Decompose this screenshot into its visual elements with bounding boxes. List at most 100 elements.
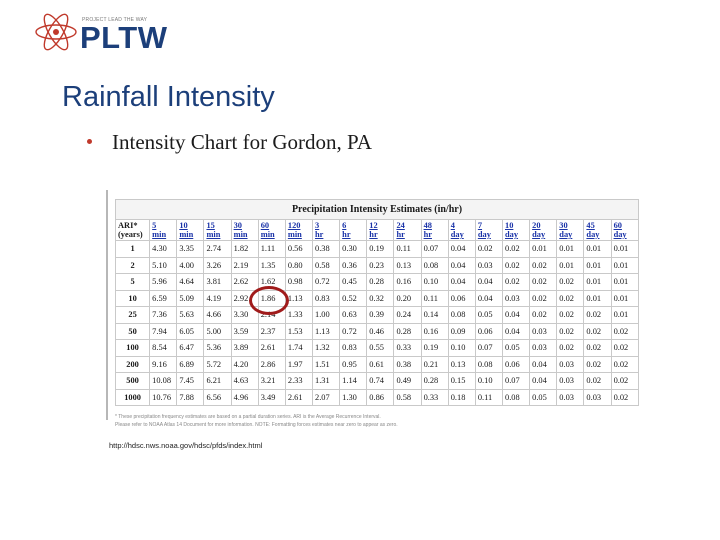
- intensity-cell: 0.02: [474, 240, 504, 258]
- precipitation-intensity-table: Precipitation Intensity Estimates (in/hr…: [114, 199, 640, 406]
- intensity-cell: 2.37: [257, 322, 286, 340]
- column-header[interactable]: 5 min: [149, 219, 178, 241]
- column-header[interactable]: 120 min: [284, 219, 314, 241]
- intensity-cell: 0.02: [610, 322, 640, 340]
- intensity-cell: 0.02: [501, 273, 531, 291]
- intensity-cell: 0.58: [312, 256, 341, 274]
- column-header[interactable]: 20 day: [529, 219, 558, 241]
- source-url[interactable]: http://hdsc.nws.noaa.gov/hdsc/pfds/index…: [109, 441, 263, 450]
- intensity-cell: 4.19: [203, 289, 232, 307]
- column-header[interactable]: 4 day: [447, 219, 476, 241]
- intensity-cell: 4.63: [230, 372, 259, 390]
- ari-cell: 10: [114, 289, 151, 307]
- intensity-cell: 0.02: [583, 355, 612, 373]
- intensity-cell: 1.97: [284, 355, 314, 373]
- intensity-cell: 0.61: [366, 355, 395, 373]
- intensity-cell: 0.03: [529, 339, 558, 357]
- intensity-cell: 1.53: [284, 322, 314, 340]
- intensity-cell: 2.61: [257, 339, 286, 357]
- column-header[interactable]: 24 hr: [393, 219, 422, 241]
- intensity-cell: 7.45: [176, 372, 205, 390]
- intensity-cell: 0.08: [501, 388, 531, 406]
- intensity-cell: 0.04: [447, 273, 476, 291]
- intensity-cell: 0.04: [529, 372, 558, 390]
- note-line: Please refer to NOAA Atlas 14 Document f…: [115, 422, 398, 428]
- intensity-cell: 0.04: [474, 273, 504, 291]
- column-header[interactable]: 3 hr: [312, 219, 341, 241]
- intensity-cell: 0.98: [284, 273, 314, 291]
- column-header[interactable]: 6 hr: [339, 219, 368, 241]
- intensity-cell: 0.04: [474, 289, 504, 307]
- intensity-cell: 0.08: [420, 256, 449, 274]
- table-row: 1 4.30 3.35 2.74 1.82 1.11 0.56 0.38 0.30 0.19 0.1…: [114, 240, 640, 258]
- intensity-cell: 7.94: [149, 322, 178, 340]
- column-header[interactable]: 10 day: [501, 219, 531, 241]
- intensity-cell: 0.38: [393, 355, 422, 373]
- column-header[interactable]: 10 min: [176, 219, 205, 241]
- intensity-cell: 3.81: [203, 273, 232, 291]
- intensity-cell: 2.19: [230, 256, 259, 274]
- intensity-cell: 0.07: [474, 339, 504, 357]
- intensity-cell: 0.04: [529, 355, 558, 373]
- intensity-cell: 0.80: [284, 256, 314, 274]
- note-line: * These precipitation frequency estimate…: [115, 414, 381, 420]
- intensity-cell: 6.89: [176, 355, 205, 373]
- intensity-cell: 0.01: [556, 256, 585, 274]
- logo-wordmark: PLTW: [80, 20, 168, 55]
- intensity-cell: 4.20: [230, 355, 259, 373]
- intensity-cell: 3.26: [203, 256, 232, 274]
- intensity-cell: 0.01: [610, 289, 640, 307]
- ari-cell: 200: [114, 355, 151, 373]
- intensity-cell: 9.16: [149, 355, 178, 373]
- table-row: 25 7.36 5.63 4.66 3.30 2.14 1.33 1.00 0.63 0.39 0.…: [114, 306, 640, 324]
- intensity-cell: 3.49: [257, 388, 286, 406]
- intensity-cell: 1.32: [312, 339, 341, 357]
- intensity-cell: 0.03: [474, 256, 504, 274]
- intensity-cell: 0.63: [339, 306, 368, 324]
- column-header[interactable]: 60 min: [257, 219, 286, 241]
- column-header[interactable]: 12 hr: [366, 219, 395, 241]
- column-header[interactable]: 60 day: [610, 219, 640, 241]
- intensity-cell: 0.18: [447, 388, 476, 406]
- intensity-cell: 0.01: [610, 256, 640, 274]
- intensity-cell: 0.01: [556, 240, 585, 258]
- intensity-cell: 1.00: [312, 306, 341, 324]
- intensity-cell: 0.01: [583, 240, 612, 258]
- intensity-cell: 0.52: [339, 289, 368, 307]
- intensity-cell: 4.66: [203, 306, 232, 324]
- column-header[interactable]: 7 day: [474, 219, 504, 241]
- intensity-cell: 0.01: [583, 256, 612, 274]
- column-header[interactable]: 48 hr: [420, 219, 449, 241]
- intensity-cell: 5.09: [176, 289, 205, 307]
- intensity-cell: 0.07: [501, 372, 531, 390]
- intensity-cell: 0.03: [501, 289, 531, 307]
- logo-tagline: PROJECT LEAD THE WAY: [82, 17, 148, 23]
- intensity-cell: 6.47: [176, 339, 205, 357]
- ari-cell: 500: [114, 372, 151, 390]
- intensity-cell: 0.04: [447, 256, 476, 274]
- column-header[interactable]: 15 min: [203, 219, 232, 241]
- table-row: 1000 10.76 7.88 6.56 4.96 3.49 2.61 2.07 1.30 0.8…: [114, 388, 640, 406]
- intensity-cell: 0.13: [393, 256, 422, 274]
- intensity-cell: 0.39: [366, 306, 395, 324]
- ari-cell: 25: [114, 306, 151, 324]
- intensity-cell: 5.36: [203, 339, 232, 357]
- intensity-cell: 0.08: [474, 355, 504, 373]
- intensity-cell: 0.05: [474, 306, 504, 324]
- intensity-cell: 4.00: [176, 256, 205, 274]
- intensity-cell: 2.07: [312, 388, 341, 406]
- intensity-cell: 0.02: [583, 372, 612, 390]
- intensity-cell: 6.59: [149, 289, 178, 307]
- intensity-cell: 0.02: [529, 289, 558, 307]
- column-header[interactable]: 45 day: [583, 219, 612, 241]
- intensity-cell: 1.14: [339, 372, 368, 390]
- intensity-cell: 2.74: [203, 240, 232, 258]
- column-header[interactable]: 30 day: [556, 219, 585, 241]
- intensity-cell: 0.11: [420, 289, 449, 307]
- intensity-cell: 0.01: [610, 240, 640, 258]
- table-row: 500 10.08 7.45 6.21 4.63 3.21 2.33 1.31 1.14 0.74…: [114, 372, 640, 390]
- intensity-cell: 0.28: [366, 273, 395, 291]
- column-header[interactable]: 30 min: [230, 219, 259, 241]
- intensity-cell: 2.33: [284, 372, 314, 390]
- intensity-cell: 1.30: [339, 388, 368, 406]
